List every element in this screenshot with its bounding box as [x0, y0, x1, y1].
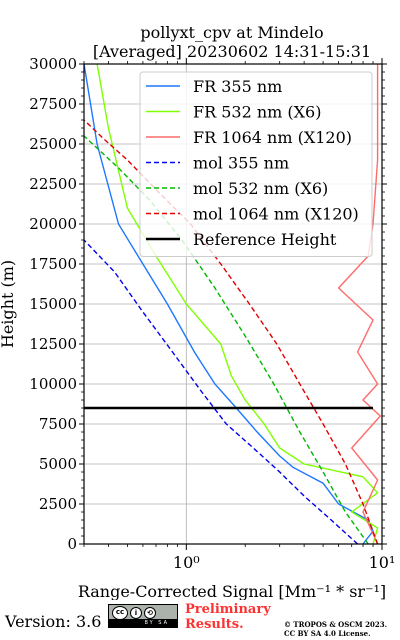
version-label: Version: 3.6 [5, 612, 102, 631]
x-axis-label: Range-Corrected Signal [Mm⁻¹ * sr⁻¹] [78, 582, 386, 600]
chart: pollyxt_cpv at Mindelo [Averaged] 202306… [0, 23, 395, 600]
legend-label-0: FR 355 nm [193, 77, 282, 96]
series-line-2 [337, 64, 382, 545]
legend-box [139, 71, 373, 257]
y-tick-label: 12500 [29, 335, 77, 353]
y-tick-label: 20000 [29, 215, 77, 233]
series-line-4 [83, 135, 369, 545]
y-tick-label: 5000 [39, 455, 77, 473]
legend-label-6: Reference Height [193, 230, 337, 249]
legend-label-1: FR 532 nm (X6) [193, 103, 321, 122]
y-tick-label: 15000 [29, 295, 77, 313]
legend-label-3: mol 355 nm [193, 154, 289, 173]
series-line-0 [83, 63, 374, 545]
x-tick-label: 10⁰ [173, 553, 200, 572]
legend-label-4: mol 532 nm (X6) [193, 179, 328, 198]
y-tick-label: 7500 [39, 415, 77, 433]
legend-label-2: FR 1064 nm (X120) [193, 128, 352, 147]
cc-license-badge[interactable]: cc i ⟲ BY SA [108, 604, 178, 628]
series-line-3 [83, 239, 359, 545]
legend-label-5: mol 1064 nm (X120) [193, 205, 359, 224]
y-axis-label: Height (m) [0, 260, 17, 348]
y-tick-label: 0 [67, 535, 77, 553]
y-tick-label: 25000 [29, 135, 77, 153]
share-alike-icon: ⟲ [144, 606, 156, 619]
preliminary-notice: Preliminary Results. [185, 602, 271, 632]
cc-badge-label: BY SA [109, 619, 177, 627]
plot-area: 0 2500 5000 7500 10000 12500 15000 17500 20000 22… [29, 55, 395, 572]
x-tick-label: 10¹ [369, 553, 396, 572]
series-line-5 [83, 119, 379, 545]
chart-subtitle: [Averaged] 20230602 14:31-15:31 [93, 42, 371, 61]
y-tick-label: 2500 [39, 495, 77, 513]
y-tick-label: 10000 [29, 375, 77, 393]
chart-title: pollyxt_cpv at Mindelo [140, 23, 323, 42]
y-tick-label: 17500 [29, 255, 77, 273]
cc-icon: cc [112, 605, 128, 620]
copyright-notice: © TROPOS & OSCM 2023. CC BY SA 4.0 Licen… [284, 620, 388, 638]
y-tick-label: 27500 [29, 95, 77, 113]
attribution-icon: i [130, 606, 142, 619]
y-tick-label: 30000 [29, 55, 77, 73]
y-tick-label: 22500 [29, 175, 77, 193]
